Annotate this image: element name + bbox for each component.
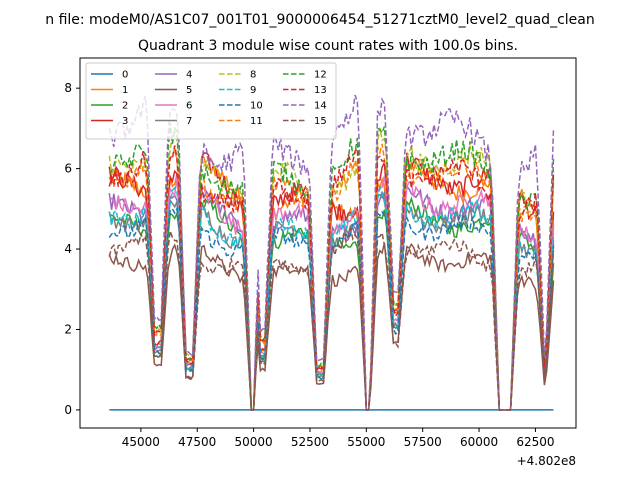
legend-box [85,62,337,140]
legend-label-12: 12 [314,70,327,81]
x-tick-label: 52500 [291,435,329,449]
x-axis: 45000 47500 50000 52500 55000 57500 60000 62500 [122,428,555,449]
x-tick-label: 45000 [122,435,160,449]
legend-label-7: 7 [186,116,192,127]
series-line-12 [108,122,555,411]
legend-label-14: 14 [314,101,327,112]
legend-label-3: 3 [122,116,128,127]
chart-title: Quadrant 3 module wise count rates with … [138,38,518,54]
legend-label-2: 2 [122,101,128,112]
legend-label-15: 15 [314,116,327,127]
y-tick-label: 2 [64,322,72,336]
y-tick-label: 4 [64,242,72,256]
legend-label-1: 1 [122,85,128,96]
y-axis: 0 2 4 6 8 [64,81,80,417]
y-tick-label: 8 [64,81,72,95]
x-tick-label: 55000 [347,435,385,449]
x-tick-label: 60000 [460,435,498,449]
x-axis-offset-label: +4.802e8 [517,454,576,468]
legend-label-4: 4 [186,70,192,81]
x-tick-label: 57500 [404,435,442,449]
figure-suptitle: n file: modeM0/AS1C07_001T01_9000006454_… [45,12,594,28]
x-tick-label: 62500 [516,435,554,449]
legend-label-11: 11 [250,116,263,127]
legend-label-6: 6 [186,101,192,112]
series-layer [108,94,555,411]
y-tick-label: 6 [64,162,72,176]
legend-label-13: 13 [314,85,327,96]
axes-frame [79,57,577,429]
legend-label-0: 0 [122,70,128,81]
series-line-15 [108,225,555,411]
legend-label-8: 8 [250,70,256,81]
legend-label-10: 10 [250,101,263,112]
series-line-14 [108,94,555,411]
legend-label-5: 5 [186,85,192,96]
legend-label-9: 9 [250,85,256,96]
plot-area [79,57,577,429]
series-line-13 [108,145,555,411]
x-tick-label: 50000 [235,435,273,449]
y-tick-label: 0 [64,403,72,417]
x-tick-label: 47500 [178,435,216,449]
